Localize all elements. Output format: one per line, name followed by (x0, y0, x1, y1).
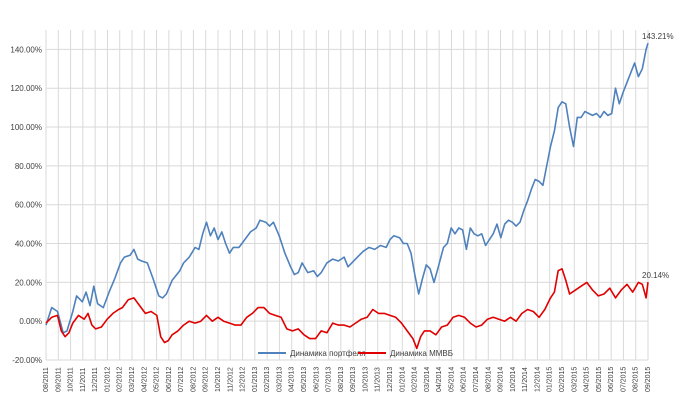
x-tick-label: 05/2014 (448, 367, 455, 392)
x-tick-label: 01/2015 (547, 367, 554, 392)
y-tick-label: 120.00% (10, 84, 42, 93)
x-tick-label: 01/2013 (252, 367, 259, 392)
end-label-micex: 20.14% (642, 271, 669, 280)
x-axis-ticks: 08/2011 09/2011 10/2011 11/2011 12/2011 01/20… (43, 367, 652, 392)
y-tick-label: 40.00% (15, 240, 42, 249)
x-tick-label: 11/2013 (375, 367, 382, 392)
x-tick-label: 10/2013 (362, 367, 369, 392)
y-axis-ticks: -20.00% 0.00% 20.00% 40.00% 60.00% 80.00% 100.… (10, 45, 42, 365)
x-tick-label: 11/2011 (80, 368, 87, 392)
x-tick-label: 08/2012 (190, 367, 197, 392)
series-line-portfolio (45, 42, 649, 334)
series-lines (45, 42, 649, 350)
x-tick-label: 05/2015 (596, 367, 603, 392)
x-tick-label: 02/2015 (559, 367, 566, 392)
x-tick-label: 04/2015 (584, 367, 591, 392)
legend: Динамика портфеля Динамика ММВБ (258, 349, 453, 358)
x-tick-label: 06/2015 (608, 367, 615, 392)
x-tick-label: 03/2013 (276, 367, 283, 392)
x-tick-label: 06/2014 (461, 367, 468, 392)
x-tick-label: 03/2014 (424, 367, 431, 392)
y-tick-label: -20.00% (12, 356, 42, 365)
x-tick-label: 08/2014 (485, 367, 492, 392)
y-tick-label: 80.00% (15, 162, 42, 171)
series-line-micex (45, 268, 649, 350)
x-tick-label: 09/2012 (203, 367, 210, 392)
x-tick-label: 11/2014 (522, 367, 529, 392)
x-tick-label: 12/2014 (534, 367, 541, 392)
x-tick-label: 12/2012 (240, 367, 247, 392)
x-tick-label: 10/2012 (215, 367, 222, 392)
x-tick-label: 06/2012 (166, 367, 173, 392)
x-tick-label: 04/2013 (289, 367, 296, 392)
end-labels: 143.21% 20.14% (642, 32, 674, 280)
x-tick-label: 07/2014 (473, 367, 480, 392)
x-tick-label: 09/2011 (55, 367, 62, 392)
legend-label-micex: Динамика ММВБ (390, 349, 453, 358)
x-tick-label: 09/2014 (498, 367, 505, 392)
x-tick-label: 08/2015 (633, 367, 640, 392)
x-tick-label: 08/2011 (43, 367, 50, 392)
x-tick-label: 03/2015 (571, 367, 578, 392)
end-label-portfolio: 143.21% (642, 32, 674, 41)
x-tick-label: 05/2012 (154, 367, 161, 392)
y-tick-label: 20.00% (15, 278, 42, 287)
gridlines (45, 30, 649, 361)
x-tick-label: 12/2013 (387, 367, 394, 392)
x-tick-label: 06/2013 (313, 367, 320, 392)
x-tick-label: 03/2012 (129, 367, 136, 392)
x-tick-label: 12/2011 (92, 367, 99, 392)
x-tick-label: 10/2011 (68, 367, 75, 392)
x-tick-label: 09/2015 (645, 367, 652, 392)
x-tick-label: 09/2013 (350, 367, 357, 392)
x-tick-label: 08/2013 (338, 367, 345, 392)
x-tick-label: 10/2014 (510, 367, 517, 392)
x-tick-label: 02/2014 (412, 367, 419, 392)
x-tick-label: 04/2014 (436, 367, 443, 392)
x-tick-label: 07/2013 (326, 367, 333, 392)
y-tick-label: 140.00% (10, 45, 42, 54)
x-tick-label: 05/2013 (301, 367, 308, 392)
x-tick-label: 02/2012 (117, 367, 124, 392)
x-tick-label: 01/2014 (399, 367, 406, 392)
x-tick-label: 04/2012 (141, 367, 148, 392)
y-tick-label: 100.00% (10, 123, 42, 132)
x-tick-label: 01/2012 (104, 367, 111, 392)
x-tick-label: 07/2012 (178, 367, 185, 392)
x-tick-label: 11/2012 (227, 367, 234, 392)
legend-label-portfolio: Динамика портфеля (290, 349, 366, 358)
x-tick-label: 02/2013 (264, 367, 271, 392)
y-tick-label: 60.00% (15, 201, 42, 210)
x-tick-label: 07/2015 (620, 367, 627, 392)
y-tick-label: 0.00% (19, 317, 42, 326)
